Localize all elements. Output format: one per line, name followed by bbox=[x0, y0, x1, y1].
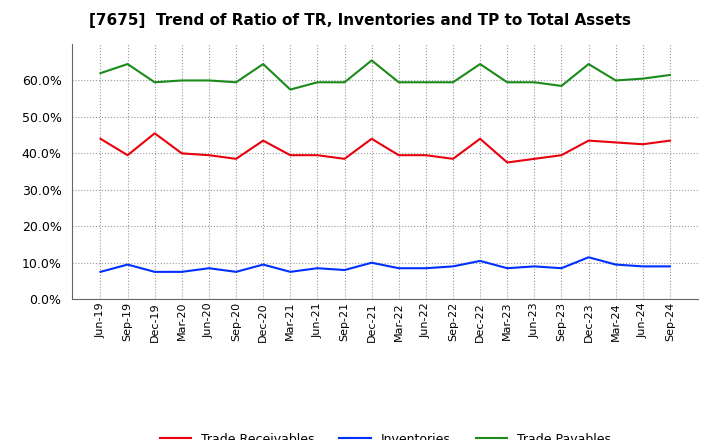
Trade Receivables bbox=[123, 153, 132, 158]
Trade Payables bbox=[313, 80, 322, 85]
Trade Payables bbox=[584, 62, 593, 67]
Trade Payables bbox=[367, 58, 376, 63]
Trade Payables bbox=[611, 78, 620, 83]
Inventories bbox=[150, 269, 159, 275]
Trade Receivables bbox=[449, 156, 457, 161]
Trade Payables bbox=[449, 80, 457, 85]
Trade Payables bbox=[259, 62, 268, 67]
Trade Payables bbox=[96, 70, 105, 76]
Trade Receivables bbox=[557, 153, 566, 158]
Trade Payables bbox=[123, 62, 132, 67]
Legend: Trade Receivables, Inventories, Trade Payables: Trade Receivables, Inventories, Trade Pa… bbox=[155, 428, 616, 440]
Trade Receivables bbox=[584, 138, 593, 143]
Inventories bbox=[286, 269, 294, 275]
Trade Payables bbox=[178, 78, 186, 83]
Trade Receivables bbox=[395, 153, 403, 158]
Trade Payables bbox=[395, 80, 403, 85]
Trade Receivables bbox=[476, 136, 485, 141]
Inventories bbox=[611, 262, 620, 267]
Trade Receivables bbox=[259, 138, 268, 143]
Line: Trade Receivables: Trade Receivables bbox=[101, 133, 670, 162]
Trade Receivables bbox=[286, 153, 294, 158]
Line: Inventories: Inventories bbox=[101, 257, 670, 272]
Trade Payables bbox=[286, 87, 294, 92]
Trade Receivables bbox=[313, 153, 322, 158]
Trade Receivables bbox=[503, 160, 511, 165]
Inventories bbox=[503, 266, 511, 271]
Inventories bbox=[557, 266, 566, 271]
Trade Receivables bbox=[178, 151, 186, 156]
Trade Receivables bbox=[204, 153, 213, 158]
Inventories bbox=[259, 262, 268, 267]
Line: Trade Payables: Trade Payables bbox=[101, 60, 670, 90]
Trade Payables bbox=[150, 80, 159, 85]
Trade Payables bbox=[665, 72, 674, 77]
Inventories bbox=[232, 269, 240, 275]
Trade Receivables bbox=[150, 131, 159, 136]
Trade Payables bbox=[204, 78, 213, 83]
Text: [7675]  Trend of Ratio of TR, Inventories and TP to Total Assets: [7675] Trend of Ratio of TR, Inventories… bbox=[89, 13, 631, 28]
Trade Receivables bbox=[367, 136, 376, 141]
Trade Payables bbox=[232, 80, 240, 85]
Trade Receivables bbox=[611, 140, 620, 145]
Trade Payables bbox=[530, 80, 539, 85]
Trade Payables bbox=[639, 76, 647, 81]
Inventories bbox=[123, 262, 132, 267]
Trade Receivables bbox=[96, 136, 105, 141]
Trade Payables bbox=[341, 80, 349, 85]
Inventories bbox=[204, 266, 213, 271]
Inventories bbox=[476, 258, 485, 264]
Trade Receivables bbox=[530, 156, 539, 161]
Inventories bbox=[665, 264, 674, 269]
Inventories bbox=[421, 266, 430, 271]
Inventories bbox=[341, 268, 349, 273]
Inventories bbox=[96, 269, 105, 275]
Inventories bbox=[313, 266, 322, 271]
Inventories bbox=[395, 266, 403, 271]
Trade Receivables bbox=[639, 142, 647, 147]
Trade Payables bbox=[503, 80, 511, 85]
Trade Payables bbox=[421, 80, 430, 85]
Inventories bbox=[584, 255, 593, 260]
Inventories bbox=[367, 260, 376, 265]
Trade Payables bbox=[557, 83, 566, 88]
Inventories bbox=[449, 264, 457, 269]
Trade Receivables bbox=[665, 138, 674, 143]
Trade Receivables bbox=[421, 153, 430, 158]
Trade Receivables bbox=[341, 156, 349, 161]
Inventories bbox=[178, 269, 186, 275]
Inventories bbox=[639, 264, 647, 269]
Trade Receivables bbox=[232, 156, 240, 161]
Inventories bbox=[530, 264, 539, 269]
Trade Payables bbox=[476, 62, 485, 67]
